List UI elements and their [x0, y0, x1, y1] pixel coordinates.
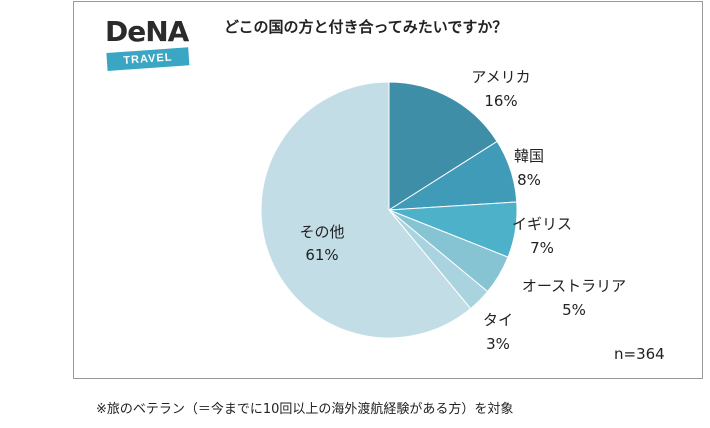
pie-chart: アメリカ 16% 韓国 8% イギリス 7% オーストラリア 5% タイ 3% その他 61%: [260, 68, 626, 353]
slice-label-3: オーストラリア: [522, 277, 626, 295]
slice-value-label-4: 3%: [486, 335, 510, 353]
slice-value-label-1: 8%: [517, 171, 541, 189]
slice-label-2: イギリス: [512, 215, 572, 233]
footnote: ※旅のベテラン（＝今までに10回以上の海外渡航経験がある方）を対象: [96, 402, 514, 417]
slice-label-4: タイ: [483, 311, 513, 329]
slice-label-1: 韓国: [514, 147, 544, 165]
slice-value-label-5: 61%: [305, 246, 338, 264]
sample-size-label: n=364: [614, 345, 665, 363]
slice-value-label-3: 5%: [562, 301, 586, 319]
pie-slice-0: [388, 81, 498, 211]
chart-frame: DeNA TRAVEL どこの国の方と付き合ってみたいですか？ アメリカ 16% 韓…: [73, 1, 703, 379]
pie-slice-5: [260, 81, 472, 339]
slice-label-0: アメリカ: [471, 68, 530, 86]
slice-label-5: その他: [299, 223, 344, 241]
slice-value-label-0: 16%: [484, 92, 517, 110]
chart-title: どこの国の方と付き合ってみたいですか？: [224, 18, 508, 36]
dena-travel-logo: DeNA TRAVEL: [105, 15, 191, 75]
logo-text: DeNA: [105, 15, 189, 48]
slice-value-label-2: 7%: [530, 239, 554, 257]
